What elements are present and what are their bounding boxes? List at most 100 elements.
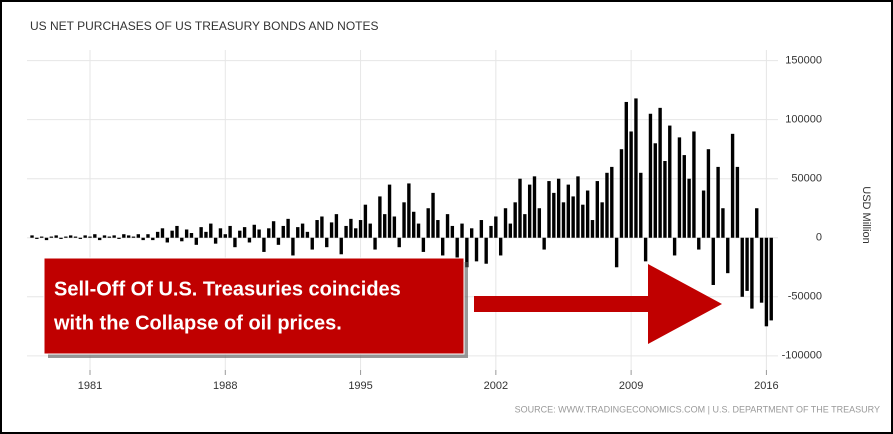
bar <box>194 237 198 245</box>
source: SOURCE: WWW.TRADINGECONOMICS.COM | U.S. … <box>515 404 880 414</box>
bar <box>271 221 276 238</box>
bar <box>653 143 657 238</box>
bar <box>537 208 542 238</box>
bar <box>209 223 213 238</box>
bar <box>383 214 387 238</box>
bar <box>469 228 474 238</box>
bar <box>484 237 488 264</box>
bar <box>257 229 261 238</box>
bar <box>566 184 571 238</box>
bar <box>658 107 662 238</box>
bar <box>344 225 348 238</box>
bar <box>745 237 749 291</box>
bar <box>706 149 711 238</box>
x-tick-label: 2002 <box>484 380 508 392</box>
bar <box>141 237 145 241</box>
bar <box>78 237 83 239</box>
bar <box>281 225 285 238</box>
bar <box>672 237 677 256</box>
bar <box>233 237 237 248</box>
bar <box>315 220 319 238</box>
bar <box>605 172 609 238</box>
y-tick-label: 150000 <box>785 55 822 67</box>
bar <box>373 237 377 250</box>
bar <box>595 181 599 238</box>
bar <box>155 231 160 238</box>
bar <box>88 236 92 238</box>
bar <box>378 196 382 238</box>
annotation: Sell-Off Of U.S. Treasuries coincides wi… <box>43 257 722 358</box>
bar <box>619 149 624 238</box>
bar <box>682 155 686 238</box>
bar <box>310 237 314 250</box>
bar <box>30 235 34 238</box>
bar <box>436 220 440 238</box>
x-tick-label: 1995 <box>348 380 372 392</box>
bar <box>363 204 368 238</box>
bar <box>740 237 744 297</box>
bar <box>648 113 653 238</box>
bar <box>35 237 39 239</box>
bar <box>494 216 498 238</box>
bar <box>131 236 136 238</box>
bar <box>286 218 290 238</box>
bar <box>730 133 735 238</box>
bar <box>276 237 281 245</box>
bar <box>547 181 551 238</box>
bar <box>73 236 78 238</box>
bar <box>421 237 426 252</box>
bar <box>39 236 44 238</box>
bar <box>122 234 126 238</box>
bar <box>170 230 174 238</box>
x-tick-label: 1988 <box>213 380 237 392</box>
bar <box>102 235 107 238</box>
bar <box>64 236 68 238</box>
bar <box>112 235 116 238</box>
bar <box>498 237 503 256</box>
bar <box>474 237 479 262</box>
bar <box>296 227 300 238</box>
bar <box>479 220 484 238</box>
bar <box>59 237 63 239</box>
y-tick-label: -50000 <box>788 291 822 303</box>
y-tick-label: 100000 <box>785 114 822 126</box>
bar <box>402 202 406 238</box>
bar <box>576 176 580 238</box>
bar <box>460 223 464 238</box>
bar <box>489 225 493 238</box>
x-tick-label: 2009 <box>619 380 643 392</box>
bar <box>68 235 73 238</box>
bar <box>513 202 517 238</box>
arrow <box>474 264 722 344</box>
bar <box>614 237 619 268</box>
bar <box>117 237 121 239</box>
bar <box>184 229 189 238</box>
bar <box>392 216 397 238</box>
y-axis-label: USD Million <box>860 186 872 243</box>
bar <box>223 234 227 238</box>
bar <box>643 237 648 262</box>
bar <box>561 202 566 238</box>
bar <box>416 223 421 238</box>
bar <box>151 237 155 241</box>
bar <box>542 237 546 250</box>
bar <box>663 160 667 238</box>
x-tick-label: 2016 <box>754 380 778 392</box>
bar <box>624 101 628 238</box>
bar <box>407 183 411 238</box>
bar <box>262 237 266 252</box>
bar <box>687 178 691 238</box>
bar <box>677 137 682 238</box>
bar <box>508 223 513 238</box>
bar <box>629 131 633 238</box>
bar <box>329 222 334 238</box>
annotation-line: Sell-Off Of U.S. Treasuries coincides <box>54 278 401 300</box>
chart-title: US NET PURCHASES OF US TREASURY BONDS AN… <box>30 19 379 33</box>
bar <box>581 204 585 238</box>
bar <box>300 223 305 238</box>
bar <box>412 211 416 238</box>
bar <box>354 228 358 238</box>
bar <box>735 166 740 238</box>
bar <box>465 237 469 268</box>
